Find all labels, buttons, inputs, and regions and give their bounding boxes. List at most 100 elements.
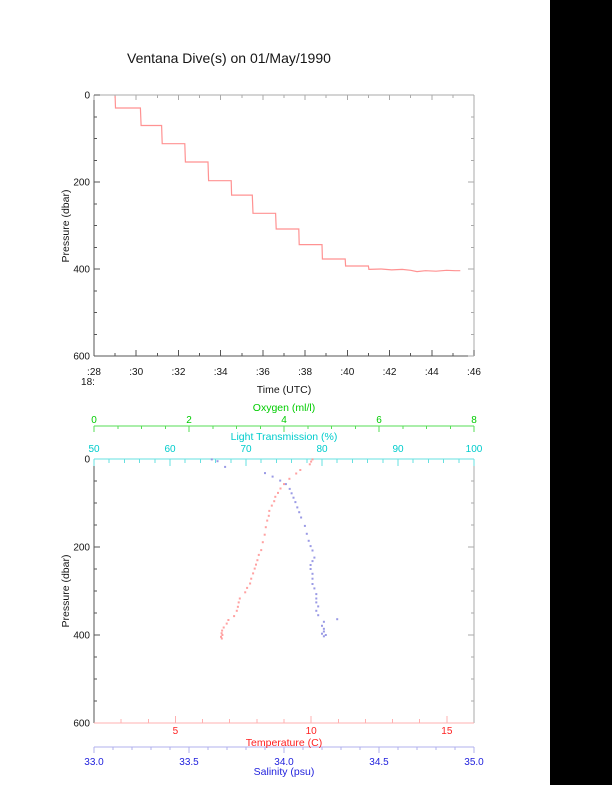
temperature-profile-point (260, 549, 263, 552)
temperature-profile-point (221, 634, 224, 636)
salinity-profile-point (284, 483, 287, 486)
time-tick-label: :36 (256, 367, 270, 378)
time-tick-label: :42 (383, 367, 397, 378)
salinity-axis-label: Salinity (psu) (253, 766, 315, 778)
temperature-profile-point (252, 572, 255, 575)
temperature-profile-point (255, 563, 257, 566)
pressure-tick-label: 200 (73, 543, 90, 554)
temperature-profile-point (238, 597, 241, 600)
temperature-profile-point (299, 469, 302, 471)
salinity-profile-point (315, 597, 318, 600)
light-transmission-axis-label: Light Transmission (%) (230, 431, 338, 443)
salinity-profile-point (309, 545, 312, 548)
salinity-profile-point (311, 549, 314, 552)
right-black-band (550, 0, 612, 785)
temperature-profile-point (311, 458, 314, 461)
time-tick-label: :30 (129, 367, 143, 378)
temperature-profile-point (283, 483, 285, 486)
temperature-profile-point (220, 637, 223, 640)
temperature-profile-point (308, 463, 311, 466)
temperature-profile-point (225, 622, 228, 625)
pressure-tick-label: 0 (84, 455, 90, 466)
time-tick-label: :44 (425, 367, 439, 378)
temperature-profile-point (267, 514, 270, 517)
salinity-profile-point (309, 564, 312, 566)
temperature-profile-point (266, 519, 269, 522)
light-transmission-tick-label: 90 (392, 444, 404, 455)
time-hour-sublabel: 18: (81, 377, 95, 388)
salinity-tick-label: 34.0 (274, 757, 294, 768)
temperature-profile-point (295, 472, 298, 475)
temperature-profile-point (235, 609, 238, 612)
temperature-profile-point (233, 615, 236, 618)
temperature-tick-label: 5 (173, 726, 179, 737)
temperature-profile-point (244, 591, 247, 594)
salinity-profile-point (315, 593, 318, 596)
time-tick-label: :34 (214, 367, 228, 378)
salinity-profile-point (264, 472, 266, 475)
salinity-profile-point (317, 614, 320, 617)
salinity-profile-point (315, 601, 318, 604)
temperature-profile-point (227, 619, 230, 621)
salinity-profile-point (279, 479, 282, 482)
pressure-tick-label: 400 (73, 265, 90, 276)
salinity-profile-point (305, 532, 308, 535)
temperature-profile-point (220, 632, 223, 635)
salinity-profile-point (321, 624, 323, 627)
oxygen-axis-label: Oxygen (ml/l) (252, 402, 316, 414)
pressure-tick-label: 400 (73, 631, 90, 642)
light-transmission-tick-label: 50 (88, 444, 100, 455)
temperature-profile-point (220, 635, 222, 638)
time-axis-label: Time (UTC) (256, 384, 312, 396)
salinity-profile-point (290, 492, 293, 495)
temperature-profile-point (288, 477, 291, 480)
temperature-profile-point (249, 582, 252, 585)
salinity-profile-point (322, 620, 325, 623)
salinity-tick-label: 33.5 (179, 757, 199, 768)
salinity-profile-point (210, 458, 213, 461)
salinity-tick-label: 34.5 (369, 757, 389, 768)
temperature-profile-point (221, 629, 224, 632)
salinity-profile-point (288, 487, 291, 490)
salinity-profile-point (322, 635, 325, 638)
pressure-tick-label: 200 (73, 178, 90, 189)
salinity-profile-point (224, 465, 227, 468)
temperature-profile-point (261, 541, 264, 544)
salinity-profile-point (303, 524, 306, 527)
temperature-profile-point (250, 577, 253, 580)
time-tick-label: :46 (467, 367, 481, 378)
light-transmission-tick-label: 80 (316, 444, 328, 455)
salinity-profile-point (271, 475, 274, 478)
salinity-profile-point (296, 506, 299, 509)
salinity-profile-point (292, 496, 295, 499)
salinity-profile-point (311, 560, 314, 563)
figure-title: Ventana Dive(s) on 01/May/1990 (127, 50, 331, 66)
oxygen-tick-label: 2 (186, 415, 192, 426)
temperature-profile-point (246, 586, 249, 589)
temperature-profile-point (279, 487, 282, 490)
salinity-profile-point (322, 630, 325, 633)
temperature-tick-label: 10 (306, 726, 318, 737)
salinity-profile-point (317, 605, 320, 608)
temperature-profile-point (264, 526, 267, 529)
temperature-profile-point (236, 605, 239, 608)
salinity-tick-label: 35.0 (464, 757, 484, 768)
salinity-profile-point (311, 583, 314, 585)
pressure-axis-label-bottom: Pressure (dbar) (59, 554, 72, 628)
temperature-profile-point (277, 491, 279, 494)
salinity-tick-label: 33.0 (84, 757, 104, 768)
temperature-axis-label: Temperature (C) (245, 737, 323, 749)
temperature-profile-point (263, 533, 266, 536)
oxygen-tick-label: 8 (471, 415, 477, 426)
pressure-tick-label: 600 (73, 352, 90, 363)
pressure-tick-label: 600 (73, 719, 90, 730)
salinity-profile-point (321, 632, 323, 635)
light-transmission-tick-label: 70 (240, 444, 252, 455)
light-transmission-tick-label: 100 (466, 444, 483, 455)
time-tick-label: :40 (340, 367, 354, 378)
pressure-tick-label: 0 (84, 91, 90, 102)
time-tick-label: :32 (171, 367, 185, 378)
salinity-profile-point (311, 572, 314, 575)
